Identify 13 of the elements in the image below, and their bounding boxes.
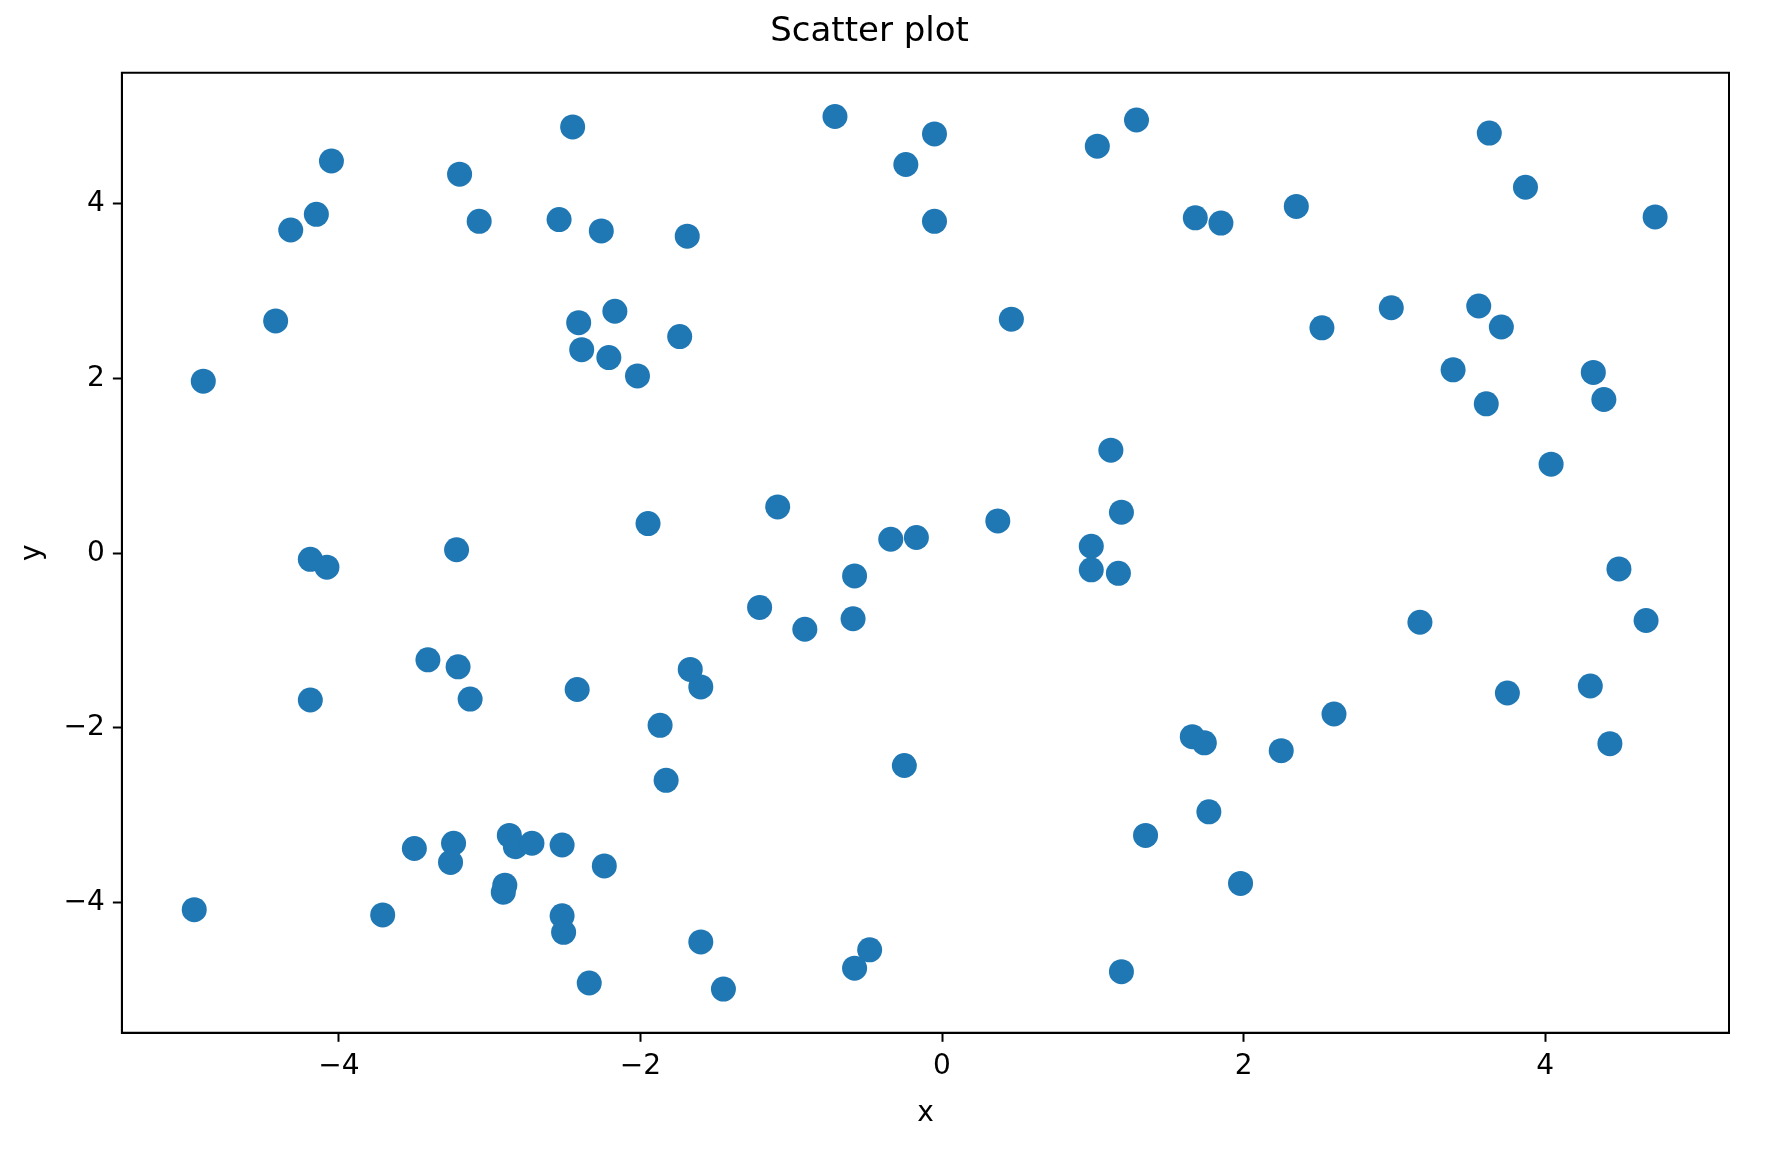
y-tick-label: 0 bbox=[87, 534, 105, 568]
chart-title: Scatter plot bbox=[770, 9, 969, 50]
x-tick-label: 4 bbox=[1536, 1047, 1554, 1081]
y-tick-label: 4 bbox=[87, 185, 105, 219]
x-tick-label: 0 bbox=[933, 1047, 951, 1081]
y-tick-label: −4 bbox=[63, 883, 105, 917]
y-axis-title: y bbox=[14, 544, 48, 562]
y-tick-label: 2 bbox=[87, 359, 105, 393]
x-axis-title: x bbox=[917, 1095, 934, 1129]
x-tick-label: −4 bbox=[318, 1047, 360, 1081]
x-tick-label: −2 bbox=[619, 1047, 662, 1081]
x-tick-label: 2 bbox=[1234, 1047, 1253, 1081]
y-tick-label: −2 bbox=[63, 709, 105, 743]
